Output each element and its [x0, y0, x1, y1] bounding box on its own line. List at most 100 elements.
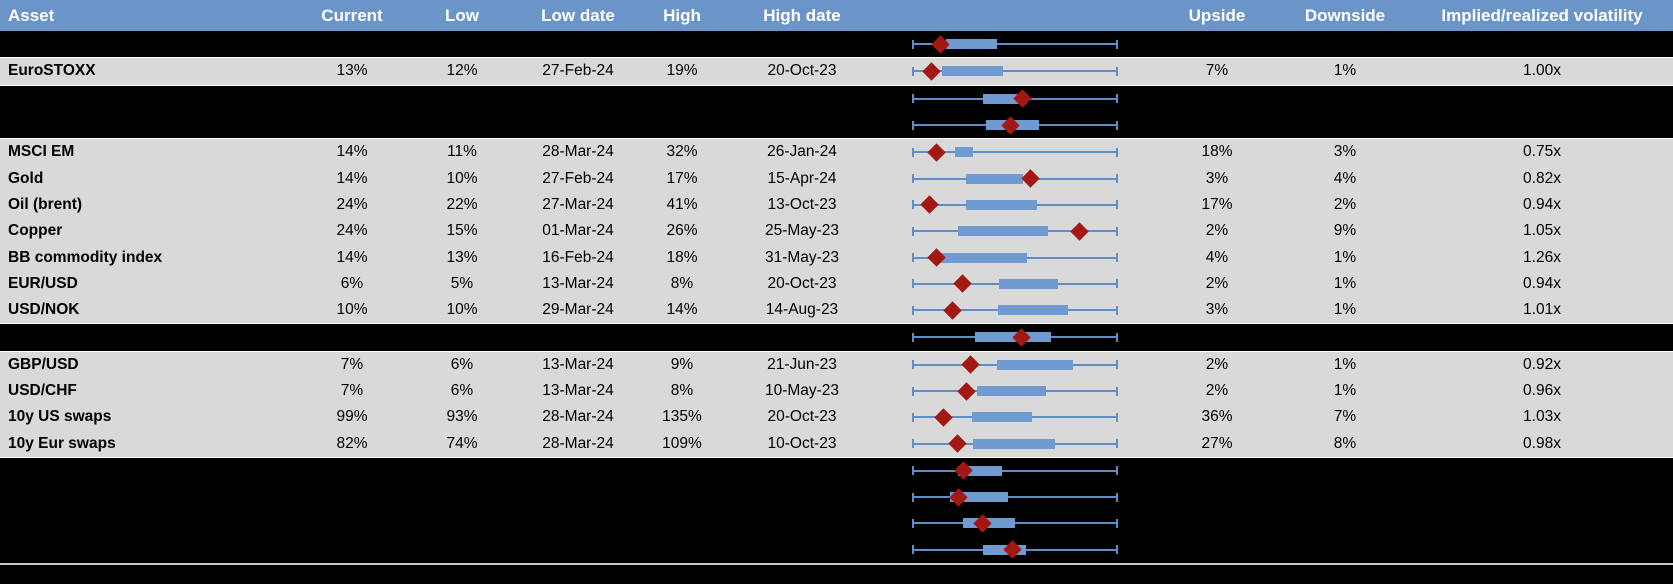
- cell-high_date: 15-Apr-24: [767, 169, 837, 187]
- cell-high: 32%: [666, 143, 698, 161]
- current-marker-diamond: [1012, 328, 1031, 347]
- cell-low: 6%: [450, 355, 474, 373]
- cell-low_date: 13-Mar-24: [542, 355, 614, 373]
- current-marker-diamond: [948, 434, 967, 453]
- whisker-cap-left: [912, 174, 914, 184]
- cell-downside: 1%: [1333, 62, 1357, 80]
- cell-high: 26%: [666, 222, 698, 240]
- cell-implied: 1.05x: [1523, 222, 1561, 240]
- cell-implied: 1.01x: [1523, 301, 1561, 319]
- whisker-line: [912, 469, 1118, 472]
- range-box: [940, 252, 1027, 263]
- boxplot-chart: [912, 458, 1118, 484]
- current-marker-diamond: [934, 408, 954, 427]
- whisker-cap-right: [1116, 174, 1118, 184]
- hidden-row: [0, 31, 1673, 59]
- boxplot-chart: [912, 297, 1118, 323]
- cell-asset: Oil (brent): [8, 195, 83, 213]
- cell-high_date: 25-May-23: [764, 222, 840, 240]
- table-row: EuroSTOXX 13% 12% 27-Feb-24 19% 20-Oct-23 7% 1%…: [0, 58, 1673, 85]
- table-row: BB commodity index 14% 13% 16-Feb-24 18% 31-M…: [0, 244, 1673, 271]
- whisker-cap-left: [912, 466, 914, 476]
- boxplot-chart: [912, 58, 1118, 84]
- whisker-line: [912, 522, 1118, 525]
- hidden-row: [0, 484, 1673, 511]
- table-body: EuroSTOXX 13% 12% 27-Feb-24 19% 20-Oct-23 7% 1%…: [0, 31, 1673, 563]
- cell-low: 10%: [446, 301, 478, 319]
- current-marker-diamond: [949, 487, 968, 507]
- current-marker-diamond: [927, 248, 946, 267]
- whisker-cap-right: [1116, 147, 1118, 157]
- whisker-cap-left: [912, 518, 914, 528]
- cell-high_date: 26-Jan-24: [767, 143, 837, 161]
- cell-current: 7%: [340, 382, 364, 399]
- cell-downside: 1%: [1333, 382, 1357, 399]
- current-marker-diamond: [1012, 89, 1032, 108]
- cell-upside: 17%: [1201, 195, 1233, 213]
- whisker-cap-right: [1116, 305, 1118, 315]
- boxplot-chart: [912, 112, 1118, 138]
- whisker-cap-left: [912, 279, 914, 289]
- hidden-row: [0, 510, 1673, 537]
- boxplot-chart: [912, 86, 1118, 112]
- header-downside: Downside: [1304, 5, 1386, 25]
- cell-asset: EuroSTOXX: [8, 62, 96, 80]
- cell-current: 24%: [336, 195, 368, 213]
- cell-upside: 2%: [1205, 382, 1229, 399]
- boxplot-chart: [912, 430, 1118, 456]
- cell-downside: 2%: [1333, 195, 1357, 213]
- whisker-cap-left: [912, 66, 914, 76]
- whisker-cap-left: [912, 439, 914, 449]
- cell-high: 109%: [662, 434, 702, 452]
- cell-high_date: 20-Oct-23: [767, 62, 837, 80]
- whisker-cap-left: [912, 360, 914, 370]
- cell-implied: 0.75x: [1523, 143, 1561, 161]
- cell-current: 24%: [336, 222, 368, 240]
- cell-upside: 2%: [1205, 222, 1229, 240]
- header-high_date: High date: [763, 5, 841, 25]
- cell-low_date: 28-Mar-24: [542, 143, 614, 161]
- current-marker-diamond: [1020, 169, 1040, 188]
- whisker-line: [912, 151, 1118, 154]
- whisker-cap-left: [912, 120, 914, 130]
- whisker-cap-right: [1116, 279, 1118, 289]
- range-box: [997, 359, 1074, 370]
- cell-high: 41%: [666, 195, 698, 213]
- table-row: GBP/USD 7% 6% 13-Mar-24 9% 21-Jun-23 2% 1% 0.92x: [0, 351, 1673, 378]
- header-current: Current: [321, 5, 383, 25]
- whisker-cap-left: [912, 492, 914, 502]
- cell-upside: 2%: [1205, 274, 1229, 292]
- cell-asset: 10y US swaps: [8, 408, 112, 426]
- cell-current: 99%: [336, 408, 368, 426]
- cell-downside: 4%: [1333, 169, 1357, 187]
- current-marker-diamond: [1003, 540, 1022, 559]
- boxplot-chart: [912, 510, 1118, 536]
- table-row: MSCI EM 14% 11% 28-Mar-24 32% 26-Jan-24 18% 3% 0…: [0, 139, 1673, 166]
- cell-asset: USD/CHF: [8, 382, 77, 399]
- current-marker-diamond: [922, 62, 941, 81]
- cell-low: 12%: [446, 62, 478, 80]
- hidden-row: [0, 84, 1673, 112]
- cell-low_date: 28-Mar-24: [542, 408, 614, 426]
- cell-implied: 1.03x: [1523, 408, 1561, 426]
- boxplot-chart: [912, 31, 1118, 57]
- cell-asset: EUR/USD: [8, 274, 78, 292]
- cell-low: 93%: [446, 408, 478, 426]
- cell-current: 82%: [336, 434, 368, 452]
- whisker-cap-left: [912, 226, 914, 236]
- whisker-cap-left: [912, 200, 914, 210]
- cell-low: 13%: [446, 248, 478, 266]
- range-box: [958, 226, 1049, 237]
- cell-upside: 3%: [1205, 301, 1229, 319]
- range-box: [999, 278, 1059, 289]
- bottom-black-strip: [0, 564, 1673, 584]
- current-marker-diamond: [1070, 222, 1089, 241]
- cell-current: 7%: [340, 355, 364, 373]
- current-marker-diamond: [930, 34, 950, 54]
- boxplot-chart: [912, 192, 1118, 218]
- hidden-row: [0, 323, 1673, 352]
- boxplot-chart: [912, 165, 1118, 191]
- whisker-cap-left: [912, 39, 914, 49]
- cell-low_date: 13-Mar-24: [542, 382, 614, 399]
- cell-low: 15%: [446, 222, 478, 240]
